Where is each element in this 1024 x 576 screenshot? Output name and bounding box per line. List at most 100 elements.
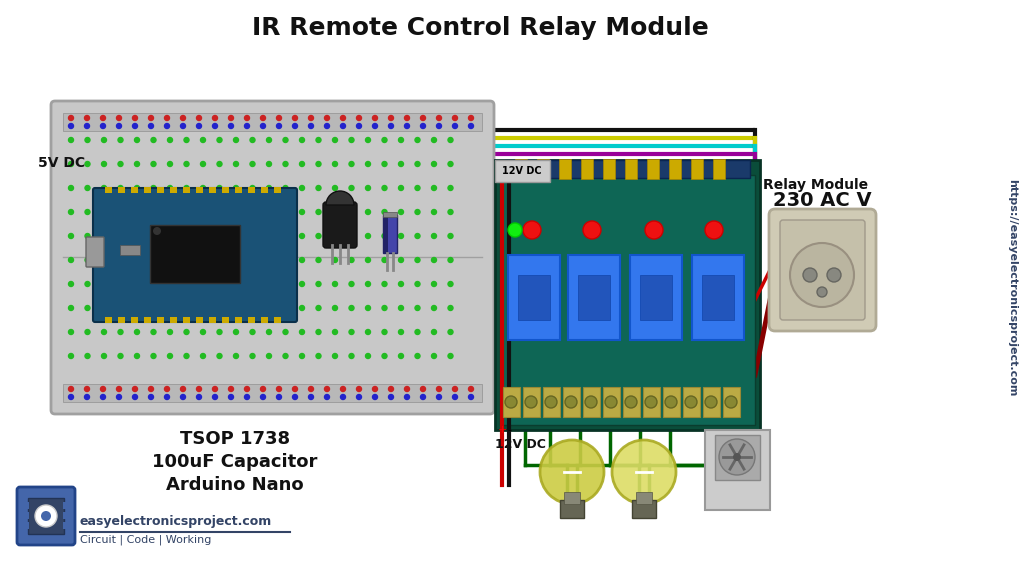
Circle shape bbox=[415, 329, 420, 335]
Circle shape bbox=[118, 257, 123, 263]
Circle shape bbox=[366, 257, 371, 263]
Circle shape bbox=[260, 123, 265, 128]
Circle shape bbox=[118, 305, 123, 310]
Bar bbox=[715, 435, 760, 480]
Circle shape bbox=[449, 305, 453, 310]
Circle shape bbox=[449, 257, 453, 263]
Circle shape bbox=[325, 386, 330, 392]
Circle shape bbox=[373, 395, 378, 400]
Circle shape bbox=[453, 386, 458, 392]
Circle shape bbox=[356, 123, 361, 128]
Circle shape bbox=[197, 386, 202, 392]
Circle shape bbox=[316, 354, 321, 358]
Circle shape bbox=[469, 123, 473, 128]
Circle shape bbox=[69, 138, 74, 142]
Circle shape bbox=[545, 396, 557, 408]
Circle shape bbox=[299, 282, 304, 286]
Circle shape bbox=[69, 185, 74, 191]
Circle shape bbox=[245, 123, 250, 128]
Circle shape bbox=[69, 257, 74, 263]
Circle shape bbox=[382, 138, 387, 142]
Circle shape bbox=[612, 440, 676, 504]
Circle shape bbox=[184, 210, 189, 214]
Circle shape bbox=[85, 210, 90, 214]
Circle shape bbox=[148, 386, 154, 392]
Circle shape bbox=[250, 329, 255, 335]
Circle shape bbox=[316, 233, 321, 238]
Bar bbox=[523, 387, 540, 417]
Circle shape bbox=[233, 210, 239, 214]
Circle shape bbox=[404, 386, 410, 392]
Circle shape bbox=[134, 354, 139, 358]
Bar bbox=[183, 187, 190, 193]
Circle shape bbox=[299, 329, 304, 335]
FancyBboxPatch shape bbox=[86, 237, 104, 267]
Circle shape bbox=[217, 161, 222, 166]
Circle shape bbox=[316, 282, 321, 286]
Circle shape bbox=[180, 116, 185, 120]
Bar bbox=[120, 245, 140, 255]
Circle shape bbox=[85, 138, 90, 142]
FancyBboxPatch shape bbox=[51, 101, 494, 414]
Circle shape bbox=[299, 354, 304, 358]
Circle shape bbox=[366, 329, 371, 335]
Bar bbox=[663, 387, 680, 417]
Text: 12V DC: 12V DC bbox=[495, 438, 546, 452]
Circle shape bbox=[168, 138, 172, 142]
Circle shape bbox=[469, 116, 473, 120]
Circle shape bbox=[725, 396, 737, 408]
Circle shape bbox=[117, 123, 122, 128]
Circle shape bbox=[250, 161, 255, 166]
Circle shape bbox=[333, 257, 338, 263]
Circle shape bbox=[201, 138, 206, 142]
Circle shape bbox=[118, 210, 123, 214]
Circle shape bbox=[260, 116, 265, 120]
Circle shape bbox=[333, 161, 338, 166]
Circle shape bbox=[382, 329, 387, 335]
Circle shape bbox=[333, 305, 338, 310]
Circle shape bbox=[366, 354, 371, 358]
Circle shape bbox=[366, 282, 371, 286]
Circle shape bbox=[356, 395, 361, 400]
Circle shape bbox=[228, 386, 233, 392]
Circle shape bbox=[266, 233, 271, 238]
Circle shape bbox=[283, 282, 288, 286]
Bar bbox=[63, 113, 482, 131]
Circle shape bbox=[276, 116, 282, 120]
Bar bbox=[683, 387, 700, 417]
Circle shape bbox=[421, 116, 426, 120]
Circle shape bbox=[705, 221, 723, 239]
Circle shape bbox=[148, 395, 154, 400]
Bar bbox=[248, 317, 255, 323]
Bar bbox=[702, 275, 734, 320]
Circle shape bbox=[85, 123, 89, 128]
Circle shape bbox=[228, 123, 233, 128]
Circle shape bbox=[325, 116, 330, 120]
Circle shape bbox=[431, 233, 436, 238]
Circle shape bbox=[415, 138, 420, 142]
Circle shape bbox=[101, 161, 106, 166]
Circle shape bbox=[415, 354, 420, 358]
Text: 100uF Capacitor: 100uF Capacitor bbox=[153, 453, 317, 471]
Circle shape bbox=[605, 396, 617, 408]
Circle shape bbox=[233, 257, 239, 263]
Circle shape bbox=[382, 185, 387, 191]
Circle shape bbox=[213, 116, 217, 120]
Circle shape bbox=[431, 210, 436, 214]
Circle shape bbox=[233, 185, 239, 191]
Circle shape bbox=[316, 161, 321, 166]
Bar bbox=[157, 187, 164, 193]
Circle shape bbox=[165, 123, 170, 128]
Circle shape bbox=[250, 233, 255, 238]
Circle shape bbox=[316, 329, 321, 335]
Circle shape bbox=[349, 257, 354, 263]
Circle shape bbox=[382, 305, 387, 310]
Circle shape bbox=[283, 161, 288, 166]
Circle shape bbox=[299, 138, 304, 142]
Circle shape bbox=[266, 185, 271, 191]
Bar bbox=[222, 187, 229, 193]
Circle shape bbox=[69, 116, 74, 120]
Circle shape bbox=[101, 185, 106, 191]
Circle shape bbox=[356, 116, 361, 120]
Circle shape bbox=[665, 396, 677, 408]
